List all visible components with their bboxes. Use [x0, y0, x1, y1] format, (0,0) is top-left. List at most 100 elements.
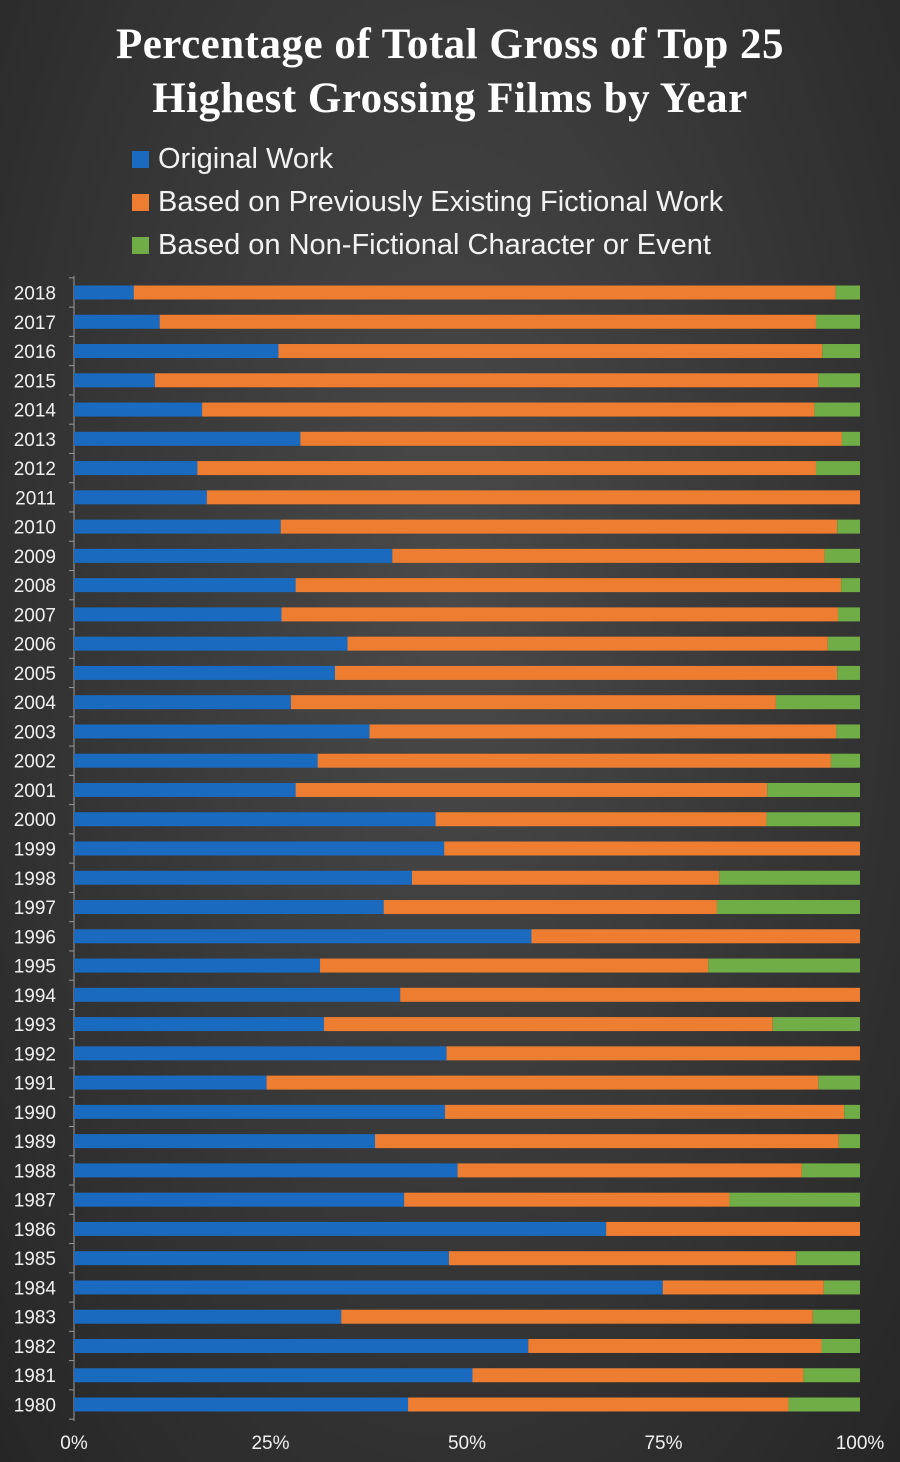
bar-original-work-2007 — [74, 607, 282, 622]
bar-original-work-1991 — [74, 1075, 267, 1090]
y-tick-label: 2018 — [14, 284, 56, 305]
legend-item-non-fictional: Based on Non-Fictional Character or Even… — [132, 224, 723, 267]
bar-fictional-work-1983 — [341, 1309, 813, 1324]
bar-fictional-work-1990 — [444, 1104, 845, 1119]
y-tick-label: 1990 — [14, 1103, 56, 1124]
y-tick-label: 1988 — [14, 1161, 56, 1182]
bar-non-fictional-1997 — [716, 900, 860, 915]
bar-non-fictional-2006 — [827, 636, 860, 651]
bar-original-work-2005 — [74, 665, 335, 680]
bar-fictional-work-1980 — [408, 1397, 789, 1412]
bar-non-fictional-1989 — [838, 1134, 860, 1149]
y-tick-label: 1983 — [14, 1308, 56, 1329]
bar-non-fictional-1982 — [821, 1338, 860, 1353]
y-tick-label: 1994 — [14, 986, 57, 1007]
y-tick-label: 1991 — [14, 1074, 56, 1095]
y-tick-label: 1999 — [14, 840, 56, 861]
y-tick-label: 1989 — [14, 1132, 56, 1153]
y-tick-label: 1980 — [14, 1396, 56, 1417]
bar-original-work-2003 — [74, 724, 370, 739]
bar-fictional-work-2006 — [347, 636, 828, 651]
bar-non-fictional-2002 — [830, 753, 860, 768]
bar-fictional-work-1996 — [531, 929, 860, 944]
bar-fictional-work-1999 — [444, 841, 860, 856]
bar-fictional-work-2008 — [295, 578, 842, 593]
bar-non-fictional-2009 — [824, 548, 860, 563]
bar-fictional-work-1998 — [411, 870, 720, 885]
bar-fictional-work-2001 — [295, 782, 768, 797]
bar-fictional-work-2012 — [197, 461, 816, 476]
bar-non-fictional-2013 — [841, 431, 860, 446]
bar-original-work-1989 — [74, 1134, 376, 1149]
x-tick-label: 50% — [448, 1433, 486, 1454]
bar-original-work-2015 — [74, 373, 155, 388]
legend-swatch-fictional-work — [132, 194, 149, 211]
bar-non-fictional-1995 — [708, 958, 860, 973]
x-tick-label: 25% — [251, 1433, 289, 1454]
bar-fictional-work-1987 — [404, 1192, 730, 1207]
y-tick-label: 1992 — [14, 1044, 56, 1065]
y-tick-label: 1986 — [14, 1220, 56, 1241]
y-tick-label: 1998 — [14, 869, 56, 890]
legend-label-original-work: Original Work — [158, 143, 334, 175]
bar-fictional-work-2007 — [281, 607, 838, 622]
bar-original-work-1993 — [74, 1017, 324, 1032]
bar-non-fictional-1990 — [844, 1104, 860, 1119]
legend-label-non-fictional: Based on Non-Fictional Character or Even… — [158, 229, 711, 261]
bar-original-work-2017 — [74, 314, 160, 329]
bar-fictional-work-2011 — [206, 490, 861, 505]
bar-fictional-work-1995 — [320, 958, 709, 973]
bar-non-fictional-2010 — [837, 519, 860, 534]
legend: Original Work Based on Previously Existi… — [132, 138, 723, 267]
bar-fictional-work-2017 — [159, 314, 816, 329]
bar-original-work-2006 — [74, 636, 348, 651]
y-tick-label: 2007 — [14, 605, 56, 626]
chart-title: Percentage of Total Gross of Top 25 High… — [0, 18, 900, 126]
y-tick-label: 1996 — [14, 927, 56, 948]
y-tick-label: 2005 — [14, 664, 56, 685]
bar-original-work-1994 — [74, 987, 401, 1002]
bar-non-fictional-1998 — [719, 870, 860, 885]
y-tick-label: 2012 — [14, 459, 56, 480]
y-tick-label: 2016 — [14, 342, 56, 363]
y-tick-label: 1993 — [14, 1015, 56, 1036]
y-tick-label: 2011 — [15, 488, 56, 509]
chart-title-line-2: Highest Grossing Films by Year — [152, 75, 748, 122]
bar-non-fictional-1985 — [796, 1251, 860, 1266]
bar-fictional-work-1991 — [266, 1075, 819, 1090]
bar-original-work-1982 — [74, 1338, 529, 1353]
legend-swatch-non-fictional — [132, 237, 149, 254]
bar-original-work-2009 — [74, 548, 393, 563]
bar-fictional-work-2003 — [369, 724, 837, 739]
bar-fictional-work-1984 — [662, 1280, 824, 1295]
bar-fictional-work-1981 — [472, 1368, 804, 1383]
bar-fictional-work-1982 — [528, 1338, 822, 1353]
y-tick-label: 1981 — [14, 1366, 56, 1387]
bar-fictional-work-1989 — [375, 1134, 839, 1149]
bar-non-fictional-2003 — [836, 724, 860, 739]
y-tick-label: 2003 — [14, 722, 56, 743]
bar-fictional-work-2002 — [317, 753, 831, 768]
bar-original-work-1985 — [74, 1251, 449, 1266]
bar-non-fictional-1983 — [812, 1309, 860, 1324]
bar-fictional-work-1993 — [323, 1017, 773, 1032]
bar-original-work-1995 — [74, 958, 321, 973]
bar-original-work-2013 — [74, 431, 301, 446]
y-tick-label: 2009 — [14, 547, 56, 568]
y-tick-label: 2010 — [14, 518, 56, 539]
bar-original-work-2000 — [74, 812, 436, 827]
bar-original-work-1997 — [74, 900, 384, 915]
bar-non-fictional-1993 — [772, 1017, 860, 1032]
bar-fictional-work-2016 — [278, 344, 823, 359]
bar-original-work-1984 — [74, 1280, 663, 1295]
y-tick-label: 1995 — [14, 957, 56, 978]
bar-original-work-2012 — [74, 461, 198, 476]
bar-original-work-1986 — [74, 1221, 607, 1236]
bar-original-work-2011 — [74, 490, 207, 505]
bar-original-work-2001 — [74, 782, 296, 797]
bar-fictional-work-1988 — [457, 1163, 802, 1178]
bar-non-fictional-2012 — [815, 461, 860, 476]
x-tick-label: 0% — [60, 1433, 88, 1454]
bar-non-fictional-2014 — [814, 402, 860, 417]
